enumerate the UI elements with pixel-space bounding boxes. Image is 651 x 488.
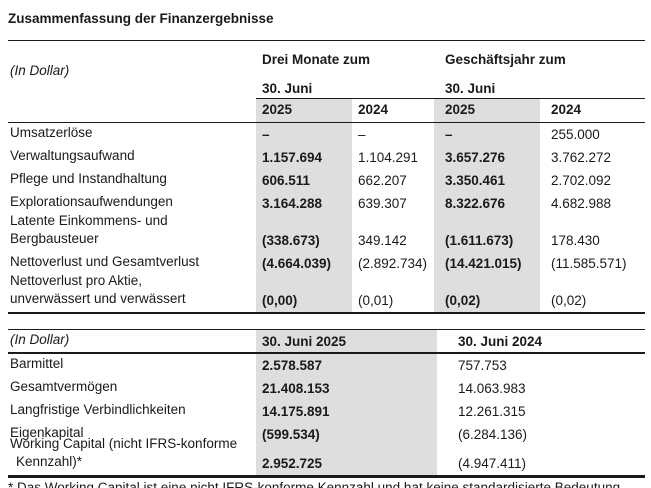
row-value: 178.430 — [551, 233, 600, 248]
row-value: (338.673) — [256, 215, 352, 252]
row-label: Nettoverlust pro Aktie, unverwässert und… — [10, 273, 186, 306]
row-value: 639.307 — [358, 196, 407, 211]
column-group-three-months: Drei Monate zum — [262, 52, 371, 67]
income-table-header: (In Dollar) Drei Monate zum Geschäftsjah… — [8, 41, 645, 99]
row-value: 3.762.272 — [551, 150, 612, 165]
row-value: 14.063.983 — [458, 381, 526, 396]
table-row: Verwaltungsaufwand 1.157.694 1.104.291 3… — [8, 146, 645, 169]
year-header-2024-q: 2024 — [358, 102, 389, 117]
table-row: Eigenkapital (599.534) (6.284.136) — [8, 423, 645, 446]
table-row: Umsatzerlöse – – – 255.000 — [8, 123, 645, 146]
row-value: (4.947.411) — [458, 456, 527, 471]
row-label: Working Capital (nicht IFRS-konforme Ken… — [10, 436, 238, 469]
row-value: 2.702.092 — [551, 173, 612, 188]
row-value: 3.350.461 — [434, 169, 540, 192]
page-title: Zusammenfassung der Finanzergebnisse — [8, 11, 274, 26]
row-value: (0,00) — [256, 275, 352, 312]
row-value: – — [358, 127, 366, 142]
row-label: Verwaltungsaufwand — [10, 148, 135, 163]
column-header-2025: 30. Juni 2025 — [256, 330, 437, 352]
subheader-date-fy: 30. Juni — [445, 81, 496, 96]
row-label: Langfristige Verbindlichkeiten — [10, 402, 186, 417]
row-value: (0,01) — [358, 293, 394, 308]
row-value: 662.207 — [358, 173, 407, 188]
row-value: – — [434, 123, 540, 146]
row-value: 14.175.891 — [256, 400, 437, 423]
row-value: (1.611.673) — [434, 215, 540, 252]
row-value: 3.657.276 — [434, 146, 540, 169]
row-value: 606.511 — [256, 169, 352, 192]
row-value: 1.104.291 — [358, 150, 419, 165]
row-value: 255.000 — [551, 127, 600, 142]
balance-table-header: (In Dollar) 30. Juni 2025 30. Juni 2024 — [8, 330, 645, 354]
row-label: Latente Einkommens- und Bergbausteuer — [10, 213, 168, 246]
row-label: Barmittel — [10, 356, 64, 371]
row-value: 349.142 — [358, 233, 407, 248]
row-value: 757.753 — [458, 358, 507, 373]
row-value: 3.164.288 — [256, 192, 352, 215]
row-value: 21.408.153 — [256, 377, 437, 400]
row-label: Umsatzerlöse — [10, 125, 93, 140]
table-row: Nettoverlust pro Aktie, unverwässert und… — [8, 273, 645, 312]
table-row: Pflege und Instandhaltung 606.511 662.20… — [8, 169, 645, 192]
income-summary-table: (In Dollar) Drei Monate zum Geschäftsjah… — [8, 40, 645, 314]
unit-label: (In Dollar) — [10, 62, 70, 78]
row-label: Eigenkapital — [10, 425, 84, 440]
row-value: – — [256, 123, 352, 146]
row-value: (4.664.039) — [256, 252, 352, 275]
table-row: Working Capital (nicht IFRS-konforme Ken… — [8, 436, 645, 475]
row-value: (6.284.136) — [458, 427, 528, 442]
row-value: 1.157.694 — [256, 146, 352, 169]
period-header-block: Drei Monate zum Geschäftsjahr zum 30. Ju… — [256, 41, 645, 99]
row-value: (11.585.571) — [551, 256, 627, 271]
row-value: (0,02) — [434, 275, 540, 312]
subheader-date-q: 30. Juni — [262, 81, 313, 96]
year-header-2025-q: 2025 — [256, 99, 352, 122]
table-row: Gesamtvermögen 21.408.153 14.063.983 — [8, 377, 645, 400]
unit-label: (In Dollar) — [10, 332, 70, 347]
table-row: Latente Einkommens- und Bergbausteuer (3… — [8, 213, 645, 252]
table-row: Nettoverlust und Gesamtverlust (4.664.03… — [8, 252, 645, 275]
table-row: Explorationsaufwendungen 3.164.288 639.3… — [8, 192, 645, 215]
row-label: Nettoverlust und Gesamtverlust — [10, 254, 200, 269]
period-subheader-row: 30. Juni 30. Juni — [256, 67, 645, 98]
column-group-fiscal-year: Geschäftsjahr zum — [445, 52, 566, 67]
year-header-2024-fy: 2024 — [551, 102, 582, 117]
row-value: 8.322.676 — [434, 192, 540, 215]
row-label: Pflege und Instandhaltung — [10, 171, 167, 186]
table-row: Barmittel 2.578.587 757.753 — [8, 354, 645, 377]
row-value: 2.952.725 — [256, 446, 437, 475]
balance-summary-table: (In Dollar) 30. Juni 2025 30. Juni 2024 … — [8, 329, 645, 478]
period-group-row: Drei Monate zum Geschäftsjahr zum — [256, 41, 645, 67]
row-value: (0,02) — [551, 293, 587, 308]
clipped-footnote-text: * Das Working Capital ist eine nicht IFR… — [8, 480, 621, 488]
year-header-row: 2025 2024 2025 2024 — [8, 99, 645, 123]
table-row: Langfristige Verbindlichkeiten 14.175.89… — [8, 400, 645, 423]
year-header-2025-fy: 2025 — [434, 99, 540, 122]
row-value: (2.892.734) — [358, 256, 428, 271]
year-header-spacer — [8, 99, 256, 122]
row-label: Explorationsaufwendungen — [10, 194, 173, 209]
row-value: (599.534) — [256, 423, 437, 446]
row-value: (14.421.015) — [434, 252, 540, 275]
row-value: 12.261.315 — [458, 404, 526, 419]
row-label: Gesamtvermögen — [10, 379, 118, 394]
row-value: 4.682.988 — [551, 196, 612, 211]
column-header-2024: 30. Juni 2024 — [458, 334, 543, 349]
row-value: 2.578.587 — [256, 354, 437, 377]
